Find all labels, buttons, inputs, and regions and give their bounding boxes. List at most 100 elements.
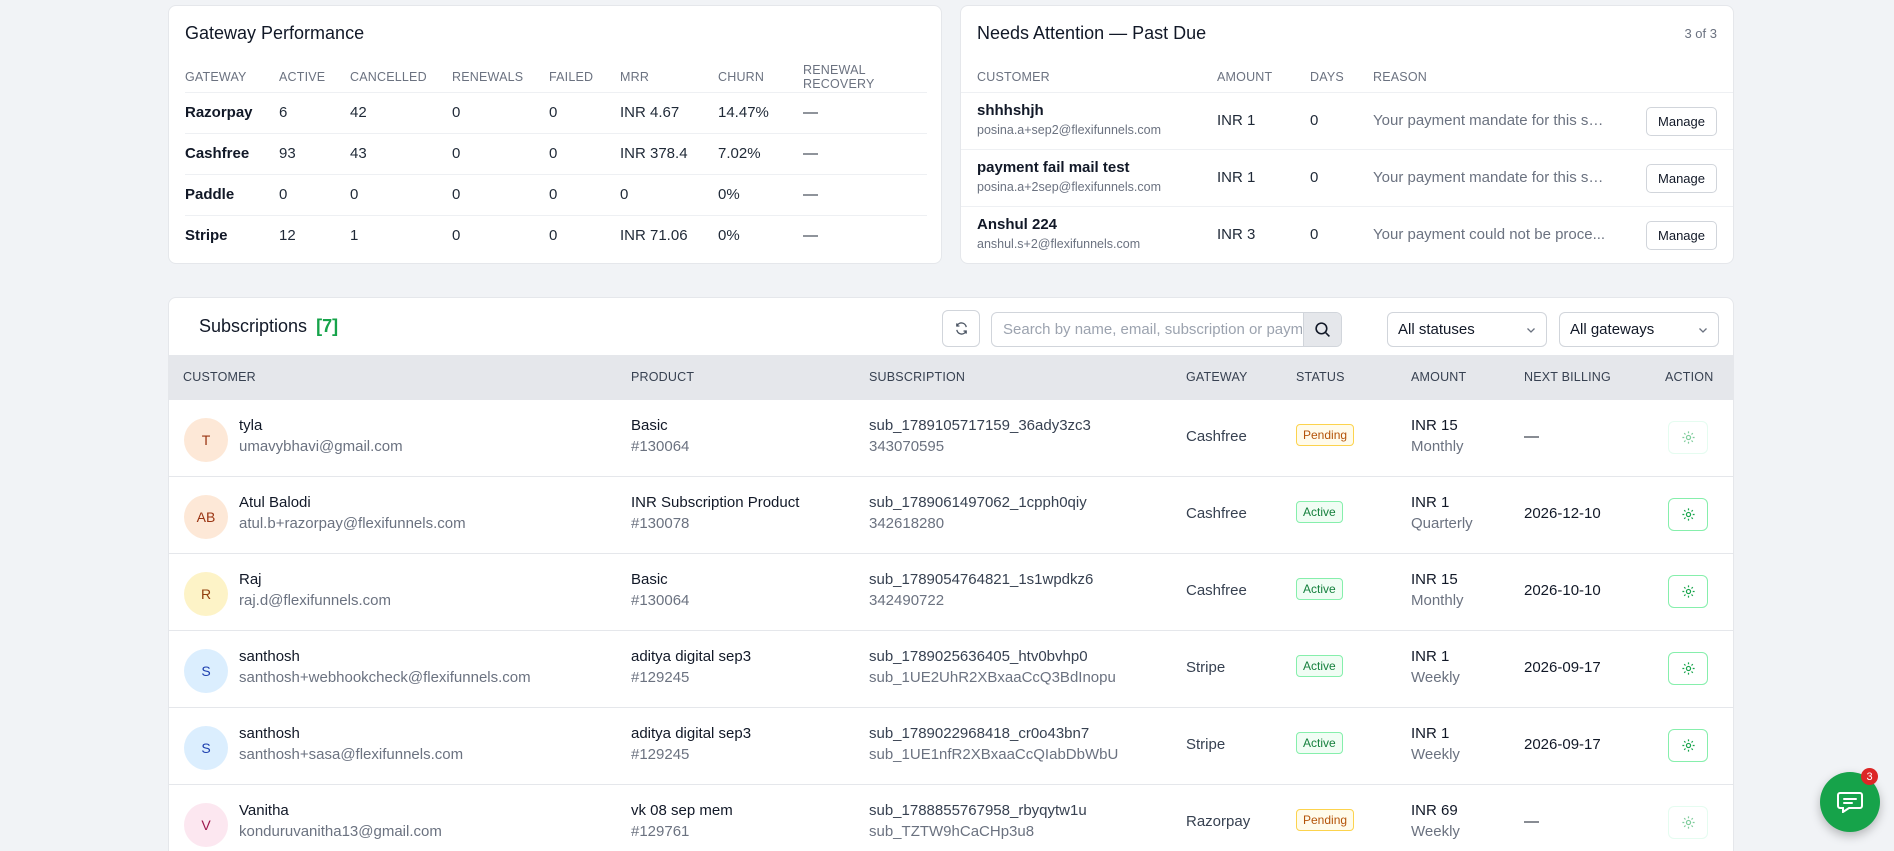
subscriptions-card: Subscriptions [7] All statuses All gatew… (168, 297, 1734, 851)
status-filter-select[interactable]: All statuses (1387, 312, 1547, 347)
gear-icon (1681, 816, 1695, 829)
gateway-performance-table: GATEWAY ACTIVE CANCELLED RENEWALS FAILED MRR C… (185, 62, 927, 256)
amount: INR 1 (1411, 725, 1450, 742)
billing-interval: Quarterly (1411, 515, 1473, 532)
product-id: #129245 (631, 746, 690, 763)
product-id: #130064 (631, 592, 690, 609)
settings-button[interactable] (1668, 421, 1708, 454)
subscriptions-title-text: Subscriptions (199, 316, 308, 336)
gateway-cell: 0 (549, 91, 620, 133)
gateway-cell: 42 (350, 91, 452, 133)
table-row[interactable]: V Vanitha konduruvanitha13@gmail.com vk 08 … (169, 784, 1733, 851)
gateway-cell: 0 (549, 132, 620, 174)
refresh-button[interactable] (942, 310, 980, 347)
status-filter-value: All statuses (1398, 321, 1475, 338)
avatar: T (184, 418, 228, 462)
chevron-down-icon (1699, 328, 1707, 333)
column-header-mrr: MRR (620, 69, 650, 84)
subscription-id: sub_1789022968418_cr0o43bn7 (869, 725, 1090, 742)
settings-button[interactable] (1668, 498, 1708, 531)
avatar: R (184, 572, 228, 616)
gateway-cell: 12 (279, 214, 350, 256)
column-header-customer: CUSTOMER (977, 70, 1050, 84)
gateway-cell: 0% (718, 173, 803, 215)
search-button[interactable] (1303, 313, 1341, 346)
past-due-row: shhhshjh posina.a+sep2@flexifunnels.com IN… (961, 92, 1733, 149)
gear-icon (1681, 585, 1695, 598)
manage-button[interactable]: Manage (1646, 107, 1717, 136)
gateway-filter-select[interactable]: All gateways (1559, 312, 1719, 347)
next-billing: — (1524, 428, 1539, 445)
column-header-amount: AMOUNT (1411, 370, 1467, 384)
gateway-cell: 43 (350, 132, 452, 174)
column-header-action: ACTION (1665, 370, 1714, 384)
gateway: Stripe (1186, 736, 1226, 753)
reason: Your payment mandate for this su... (1373, 169, 1609, 186)
table-row[interactable]: R Raj raj.d@flexifunnels.com Basic #130064 su… (169, 553, 1733, 630)
customer-email: anshul.s+2@flexifunnels.com (977, 237, 1141, 251)
gateway-cell: 0 (452, 173, 549, 215)
amount: INR 1 (1411, 648, 1450, 665)
search-box (991, 312, 1342, 347)
settings-button[interactable] (1668, 575, 1708, 608)
gateway-row: Razorpay 6 42 0 0 INR 4.67 14.47% — (185, 91, 927, 133)
product-name: vk 08 sep mem (631, 802, 733, 819)
chat-button[interactable]: 3 (1820, 768, 1880, 832)
next-billing: 2026-12-10 (1524, 505, 1601, 522)
subscription-id: sub_1789061497062_1cpph0qiy (869, 494, 1087, 511)
manage-button[interactable]: Manage (1646, 221, 1717, 250)
settings-button[interactable] (1668, 652, 1708, 685)
gateway-cell: Cashfree (185, 132, 279, 174)
chat-icon (1837, 792, 1863, 813)
status-badge: Pending (1296, 809, 1355, 831)
gateway: Cashfree (1186, 428, 1247, 445)
subscriptions-table-header: CUSTOMER PRODUCT SUBSCRIPTION GATEWAY ST… (169, 355, 1733, 399)
gateway-cell: 1 (350, 214, 452, 256)
amount: INR 1 (1217, 112, 1256, 129)
past-due-row: payment fail mail test posina.a+2sep@flex… (961, 149, 1733, 206)
gateway-cell: INR 4.67 (620, 91, 718, 133)
chevron-down-icon (1527, 328, 1535, 333)
next-billing: 2026-10-10 (1524, 582, 1601, 599)
customer-name: Atul Balodi (239, 494, 311, 511)
gateway-row: Paddle 0 0 0 0 0 0% — (185, 173, 927, 215)
customer-email: santhosh+sasa@flexifunnels.com (239, 746, 464, 763)
table-row[interactable]: AB Atul Balodi atul.b+razorpay@flexifunnel… (169, 476, 1733, 553)
customer-name: tyla (239, 417, 263, 434)
subscription-ref: 343070595 (869, 438, 945, 455)
gateway-cell: INR 378.4 (620, 132, 718, 174)
gateway-filter-value: All gateways (1570, 321, 1655, 338)
manage-button[interactable]: Manage (1646, 164, 1717, 193)
reason: Your payment mandate for this su... (1373, 112, 1609, 129)
settings-button[interactable] (1668, 729, 1708, 762)
avatar: S (184, 649, 228, 693)
column-header-gateway: GATEWAY (1186, 370, 1248, 384)
settings-button[interactable] (1668, 806, 1708, 839)
billing-interval: Weekly (1411, 823, 1460, 840)
gateway-cell: 0% (718, 214, 803, 256)
gateway: Razorpay (1186, 813, 1251, 830)
customer-name: Raj (239, 571, 262, 588)
chat-notification-badge: 3 (1861, 768, 1878, 785)
search-input[interactable] (992, 313, 1302, 346)
product-id: #130078 (631, 515, 690, 532)
column-header-customer: CUSTOMER (183, 370, 256, 384)
gateway-cell: 0 (620, 173, 718, 215)
column-header-amount: AMOUNT (1217, 70, 1273, 84)
customer-email: raj.d@flexifunnels.com (239, 592, 391, 609)
avatar: AB (184, 495, 228, 539)
gateway-row: Stripe 12 1 0 0 INR 71.06 0% — (185, 214, 927, 256)
customer-email: posina.a+sep2@flexifunnels.com (977, 123, 1161, 137)
product-name: Basic (631, 417, 668, 434)
gateway-cell: 0 (549, 214, 620, 256)
customer-name: payment fail mail test (977, 159, 1130, 176)
gateway-cell: Paddle (185, 173, 279, 215)
customer-name: Vanitha (239, 802, 289, 819)
column-header-active: ACTIVE (279, 69, 326, 84)
gateway-cell: Razorpay (185, 91, 279, 133)
column-header-renewal-recovery: RENEWAL RECOVERY (803, 62, 875, 91)
subscription-ref: 342490722 (869, 592, 945, 609)
